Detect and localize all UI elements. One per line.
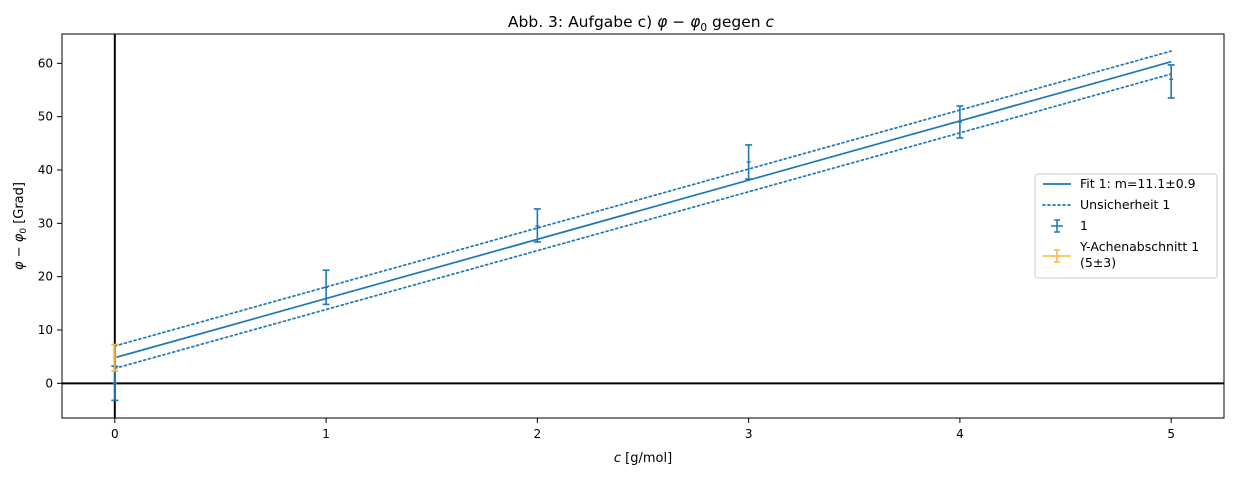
y-axis-label-unit: [Grad] — [12, 182, 27, 228]
y-tick-label-3: 30 — [38, 216, 53, 230]
y-tick-label-1: 10 — [38, 323, 53, 337]
legend-box — [1034, 173, 1218, 279]
plot-frame — [61, 33, 1225, 419]
title-c: c — [766, 13, 775, 31]
title-phi: φ — [657, 13, 668, 31]
title-middle: gegen — [707, 13, 765, 31]
legend: Fit 1: m=11.1±0.9 Unsicherheit 1 1 Y-Achena… — [1034, 173, 1218, 279]
y-axis-label-phi0: φ — [12, 233, 27, 242]
x-tick-label-3: 3 — [745, 427, 753, 441]
title-minus: − — [667, 13, 690, 31]
y-tick-label-2: 20 — [38, 270, 53, 284]
y-tick-label-6: 60 — [38, 56, 53, 70]
series-line-0 — [114, 60, 1172, 359]
legend-label-3-0: Y-Achenabschnitt 1 — [1079, 239, 1199, 254]
series-line-2 — [113, 73, 1173, 370]
title-prefix: Abb. 3: Aufgabe c) — [508, 13, 657, 31]
legend-label-0: Fit 1: m=11.1±0.9 — [1080, 176, 1196, 191]
y-tick-label-0: 0 — [45, 376, 53, 390]
title-phi0: φ — [690, 13, 701, 31]
series-line-1 — [113, 50, 1173, 347]
y-tick-label-4: 40 — [38, 163, 53, 177]
x-axis-label-var: c — [614, 451, 621, 466]
y-tick-label-5: 50 — [38, 110, 53, 124]
x-tick-label-2: 2 — [534, 427, 542, 441]
x-axis-label-unit: [g/mol] — [621, 451, 672, 466]
legend-label-3-1: (5±3) — [1080, 255, 1116, 270]
y-axis-label-minus: − — [12, 242, 27, 261]
y-axis-label-phi: φ — [12, 261, 27, 270]
x-axis-label: c [g/mol] — [614, 451, 672, 466]
x-tick-label-5: 5 — [1167, 427, 1175, 441]
legend-label-1: Unsicherheit 1 — [1080, 197, 1170, 212]
chart-title: Abb. 3: Aufgabe c) φ − φ0 gegen c — [508, 13, 775, 34]
x-tick-label-1: 1 — [322, 427, 330, 441]
plot-inner — [62, 34, 1224, 418]
legend-label-2: 1 — [1080, 218, 1088, 233]
y-axis-label-phi0-sub: 0 — [19, 228, 29, 234]
x-tick-label-4: 4 — [956, 427, 964, 441]
x-tick-label-0: 0 — [111, 427, 119, 441]
title-phi0-sub: 0 — [700, 22, 707, 34]
y-axis-label: φ − φ0 [Grad] — [12, 182, 29, 270]
